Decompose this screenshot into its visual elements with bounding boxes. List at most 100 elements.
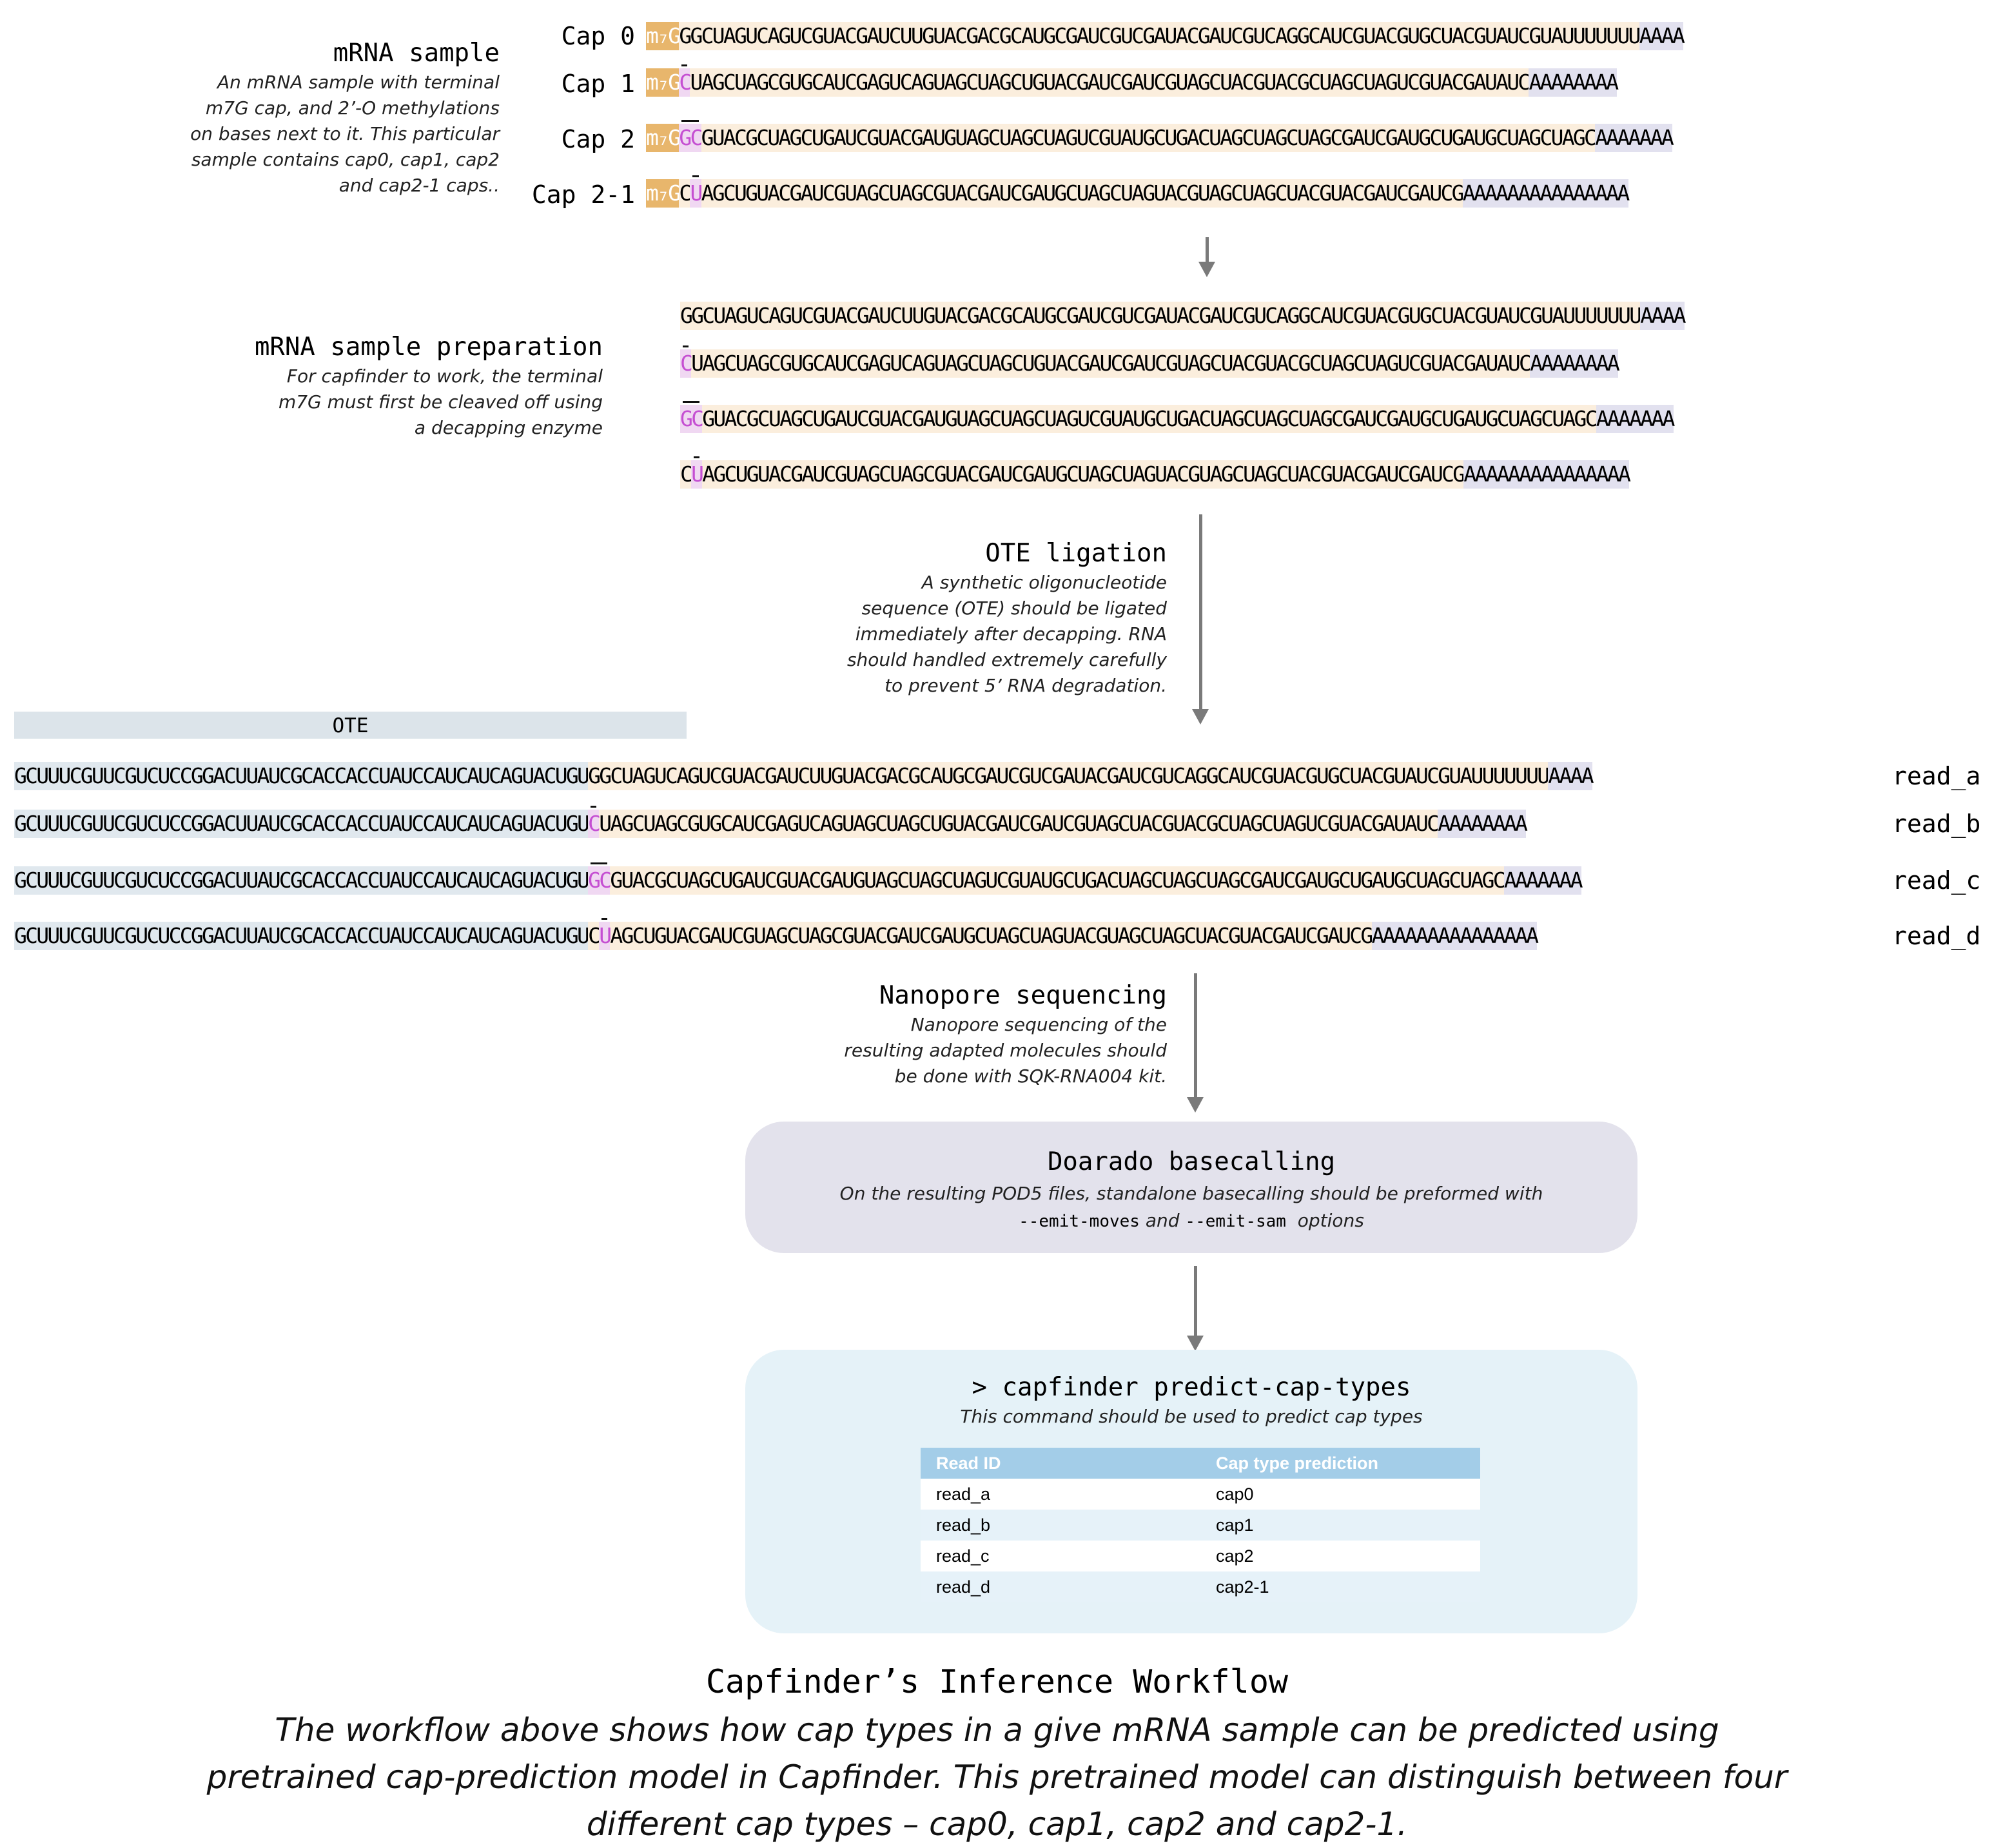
basecalling-title: Doarado basecalling [1047,1147,1336,1176]
methylated-base: C [679,64,692,97]
arrow-head [1198,262,1215,277]
poly-a-tail: AAAA [1548,762,1594,790]
m7g-cap: m₇G [646,179,681,208]
poly-a-tail: AAAAAAAAAAAAAAA [1463,460,1631,489]
basecalling-description: On the resulting POD5 files, standalone … [745,1180,1637,1235]
poly-a-tail: AAAAAAAA [1438,810,1528,838]
read-seq-a: GCUUUCGUUCGUCUCCGGACUUAUCGCACCACCUAUCCAU… [14,762,1594,790]
table-cell-prediction: cap0 [1200,1479,1480,1510]
methylated-base: GC [679,120,703,152]
emit-sam-flag: --emit-sam [1185,1212,1286,1231]
poly-a-tail: AAAAAAAAAAAAAAA [1371,922,1539,950]
seq-body: AGCUGUACGAUCGUAGCUAGCGUACGAUCGAUGCUAGCUA… [701,179,1464,208]
read-label-a: read_a [1892,762,1981,790]
table-row: read_a cap0 [921,1479,1480,1510]
table-row: read_d cap2-1 [921,1571,1480,1602]
methylated-base: U [691,456,704,489]
sample-description: An mRNA sample with terminal m7G cap, an… [190,72,500,196]
table-cell-prediction: cap1 [1200,1510,1480,1541]
arrow-head [1187,1097,1204,1113]
caption-text: The workflow above shows how cap types i… [206,1711,1788,1843]
methylated-base: GC [680,401,704,433]
table-row: read_c cap2 [921,1541,1480,1571]
table-header-cap-type: Cap type prediction [1200,1448,1480,1479]
table-cell-read-id: read_b [921,1510,1200,1541]
basecalling-desc-text: On the resulting POD5 files, standalone … [839,1183,1543,1204]
methylated-base: GC [588,862,612,895]
caption-title: Capfinder’s Inference Workflow [705,1663,1289,1700]
poly-a-tail: AAAAAAAAAAAAAAA [1462,179,1630,208]
prediction-table: Read ID Cap type prediction read_a cap0 … [921,1448,1480,1602]
prep-seq-cap1: CUAGCUAGCGUGCAUCGAGUCAGUAGCUAGCUGUACGAUC… [680,345,1620,378]
poly-a-tail: AAAAAAA [1595,124,1674,152]
seq-body: UAGCUAGCGUGCAUCGAGUCAGUAGCUAGCUGUACGAUCG… [690,68,1530,97]
seq-pre-base: C [588,922,601,950]
table-row: read_b cap1 [921,1510,1480,1541]
methylated-base: C [680,345,693,378]
ote-label: OTE [332,714,369,737]
arrow-line [1194,1266,1197,1337]
table-header-read-id: Read ID [921,1448,1200,1479]
basecalling-desc-end: options [1285,1210,1364,1231]
seq-body: GUACGCUAGCUGAUCGUACGAUGUAGCUAGCUAGUCGUAU… [702,405,1598,433]
read-label-d: read_d [1892,922,1981,950]
cap-label-2-1: Cap 2-1 [531,180,635,209]
seq-pre-base: C [680,460,693,489]
prep-seq-cap2: GCGUACGCUAGCUGAUCGUACGAUGUAGCUAGCUAGUCGU… [680,401,1675,433]
read-seq-c: GCUUUCGUUCGUCUCCGGACUUAUCGCACCACCUAUCCAU… [14,862,1583,895]
seq-body: UAGCUAGCGUGCAUCGAGUCAGUAGCUAGCUGUACGAUCG… [599,810,1440,838]
m7g-cap: m₇G [646,22,681,50]
poly-a-tail: AAAA [1639,22,1685,50]
seq-body: GUACGCUAGCUGAUCGUACGAUGUAGCUAGCUAGUCGUAU… [701,124,1597,152]
nanopore-title: Nanopore sequencing [879,981,1167,1010]
arrow-head [1192,709,1209,725]
predict-command: > capfinder predict-cap-types [972,1373,1411,1402]
basecalling-desc-mid: and [1139,1210,1186,1231]
seq-body: AGCUGUACGAUCGUAGCUAGCGUACGAUCGAUGCUAGCUA… [702,460,1465,489]
emit-moves-flag: --emit-moves [1019,1212,1140,1231]
sample-seq-cap0: m₇GGGCUAGUCAGUCGUACGAUCUUGUACGACGCAUGCGA… [646,22,1685,50]
sample-title: mRNA sample [333,39,500,68]
methylated-base: U [690,175,703,208]
seq-pre-base: C [679,179,692,208]
read-label-c: read_c [1892,866,1981,895]
cap-label-0: Cap 0 [561,22,635,50]
poly-a-tail: AAAAAAA [1503,866,1583,895]
sample-seq-cap2-1: m₇GCUAGCUGUACGAUCGUAGCUAGCGUACGAUCGAUGCU… [646,175,1630,208]
prep-title: mRNA sample preparation [254,333,603,362]
sample-seq-cap2: m₇GGCGUACGCUAGCUGAUCGUACGAUGUAGCUAGCUAGU… [646,120,1674,152]
table-cell-prediction: cap2-1 [1200,1571,1480,1602]
table-cell-read-id: read_c [921,1541,1200,1571]
cap-label-1: Cap 1 [561,70,635,98]
ligation-title: OTE ligation [985,539,1167,568]
read-seq-b: GCUUUCGUUCGUCUCCGGACUUAUCGCACCACCUAUCCAU… [14,806,1528,838]
ote-label-bar: OTE [14,712,687,739]
ligation-description: A synthetic oligonucleotide sequence (OT… [846,572,1167,696]
read-label-b: read_b [1892,810,1981,838]
ote-seq: GCUUUCGUUCGUCUCCGGACUUAUCGCACCACCUAUCCAU… [14,762,590,790]
m7g-cap: m₇G [646,68,681,97]
methylated-base: U [599,918,612,950]
arrow-head [1187,1336,1204,1351]
basecalling-box: Doarado basecalling On the resulting POD… [745,1122,1637,1253]
prep-seq-cap0: GGCUAGUCAGUCGUACGAUCUUGUACGACGCAUGCGAUCG… [680,302,1686,330]
seq-body: GGCUAGUCAGUCGUACGAUCUUGUACGACGCAUGCGAUCG… [588,762,1550,790]
arrow-line [1199,514,1202,711]
table-header-row: Read ID Cap type prediction [921,1448,1480,1479]
prep-seq-cap2-1: CUAGCUGUACGAUCGUAGCUAGCGUACGAUCGAUGCUAGC… [680,456,1631,489]
ote-seq: GCUUUCGUUCGUCUCCGGACUUAUCGCACCACCUAUCCAU… [14,866,590,895]
nanopore-description: Nanopore sequencing of the resulting ada… [844,1014,1167,1087]
seq-body: AGCUGUACGAUCGUAGCUAGCGUACGAUCGAUGCUAGCUA… [610,922,1373,950]
ote-seq: GCUUUCGUUCGUCUCCGGACUUAUCGCACCACCUAUCCAU… [14,922,590,950]
arrow-line [1194,973,1197,1099]
arrow-line [1206,237,1209,263]
table-cell-prediction: cap2 [1200,1541,1480,1571]
read-seq-d: GCUUUCGUUCGUCUCCGGACUUAUCGCACCACCUAUCCAU… [14,918,1539,950]
poly-a-tail: AAAAAAAA [1530,349,1620,378]
seq-body: UAGCUAGCGUGCAUCGAGUCAGUAGCUAGCUGUACGAUCG… [691,349,1532,378]
poly-a-tail: AAAAAAA [1596,405,1675,433]
seq-body: GGCUAGUCAGUCGUACGAUCUUGUACGACGCAUGCGAUCG… [679,22,1641,50]
cap-label-2: Cap 2 [561,125,635,153]
predict-box: > capfinder predict-cap-types This comma… [745,1350,1637,1633]
seq-body: GGCUAGUCAGUCGUACGAUCUUGUACGACGCAUGCGAUCG… [680,302,1642,330]
